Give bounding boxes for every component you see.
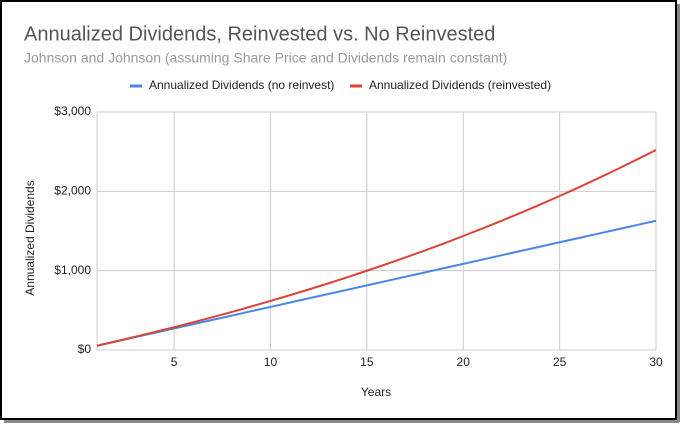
data-line — [96, 219, 657, 347]
y-tick-label: $3,000 — [54, 104, 91, 118]
x-tick-label: 15 — [360, 355, 374, 369]
x-tick-label: 20 — [457, 355, 471, 369]
legend-label: Annualized Dividends (no reinvest) — [149, 78, 334, 92]
chart-subtitle: Johnson and Johnson (assuming Share Pric… — [24, 50, 507, 66]
y-tick-label: $1,000 — [54, 263, 91, 277]
data-line — [96, 149, 657, 347]
x-tick-label: 5 — [171, 355, 178, 369]
x-tick-label: 30 — [649, 355, 663, 369]
y-tick-label: $0 — [78, 342, 92, 356]
y-axis-label: Annualized Dividends — [23, 180, 37, 295]
shadow — [4, 420, 679, 423]
legend-label: Annualized Dividends (reinvested) — [369, 78, 551, 92]
x-axis-label: Years — [361, 385, 391, 399]
chart-title: Annualized Dividends, Reinvested vs. No … — [24, 23, 495, 45]
y-tick-label: $2,000 — [54, 184, 91, 198]
x-tick-label: 25 — [553, 355, 567, 369]
x-tick-label: 10 — [264, 355, 278, 369]
shadow — [677, 4, 680, 422]
